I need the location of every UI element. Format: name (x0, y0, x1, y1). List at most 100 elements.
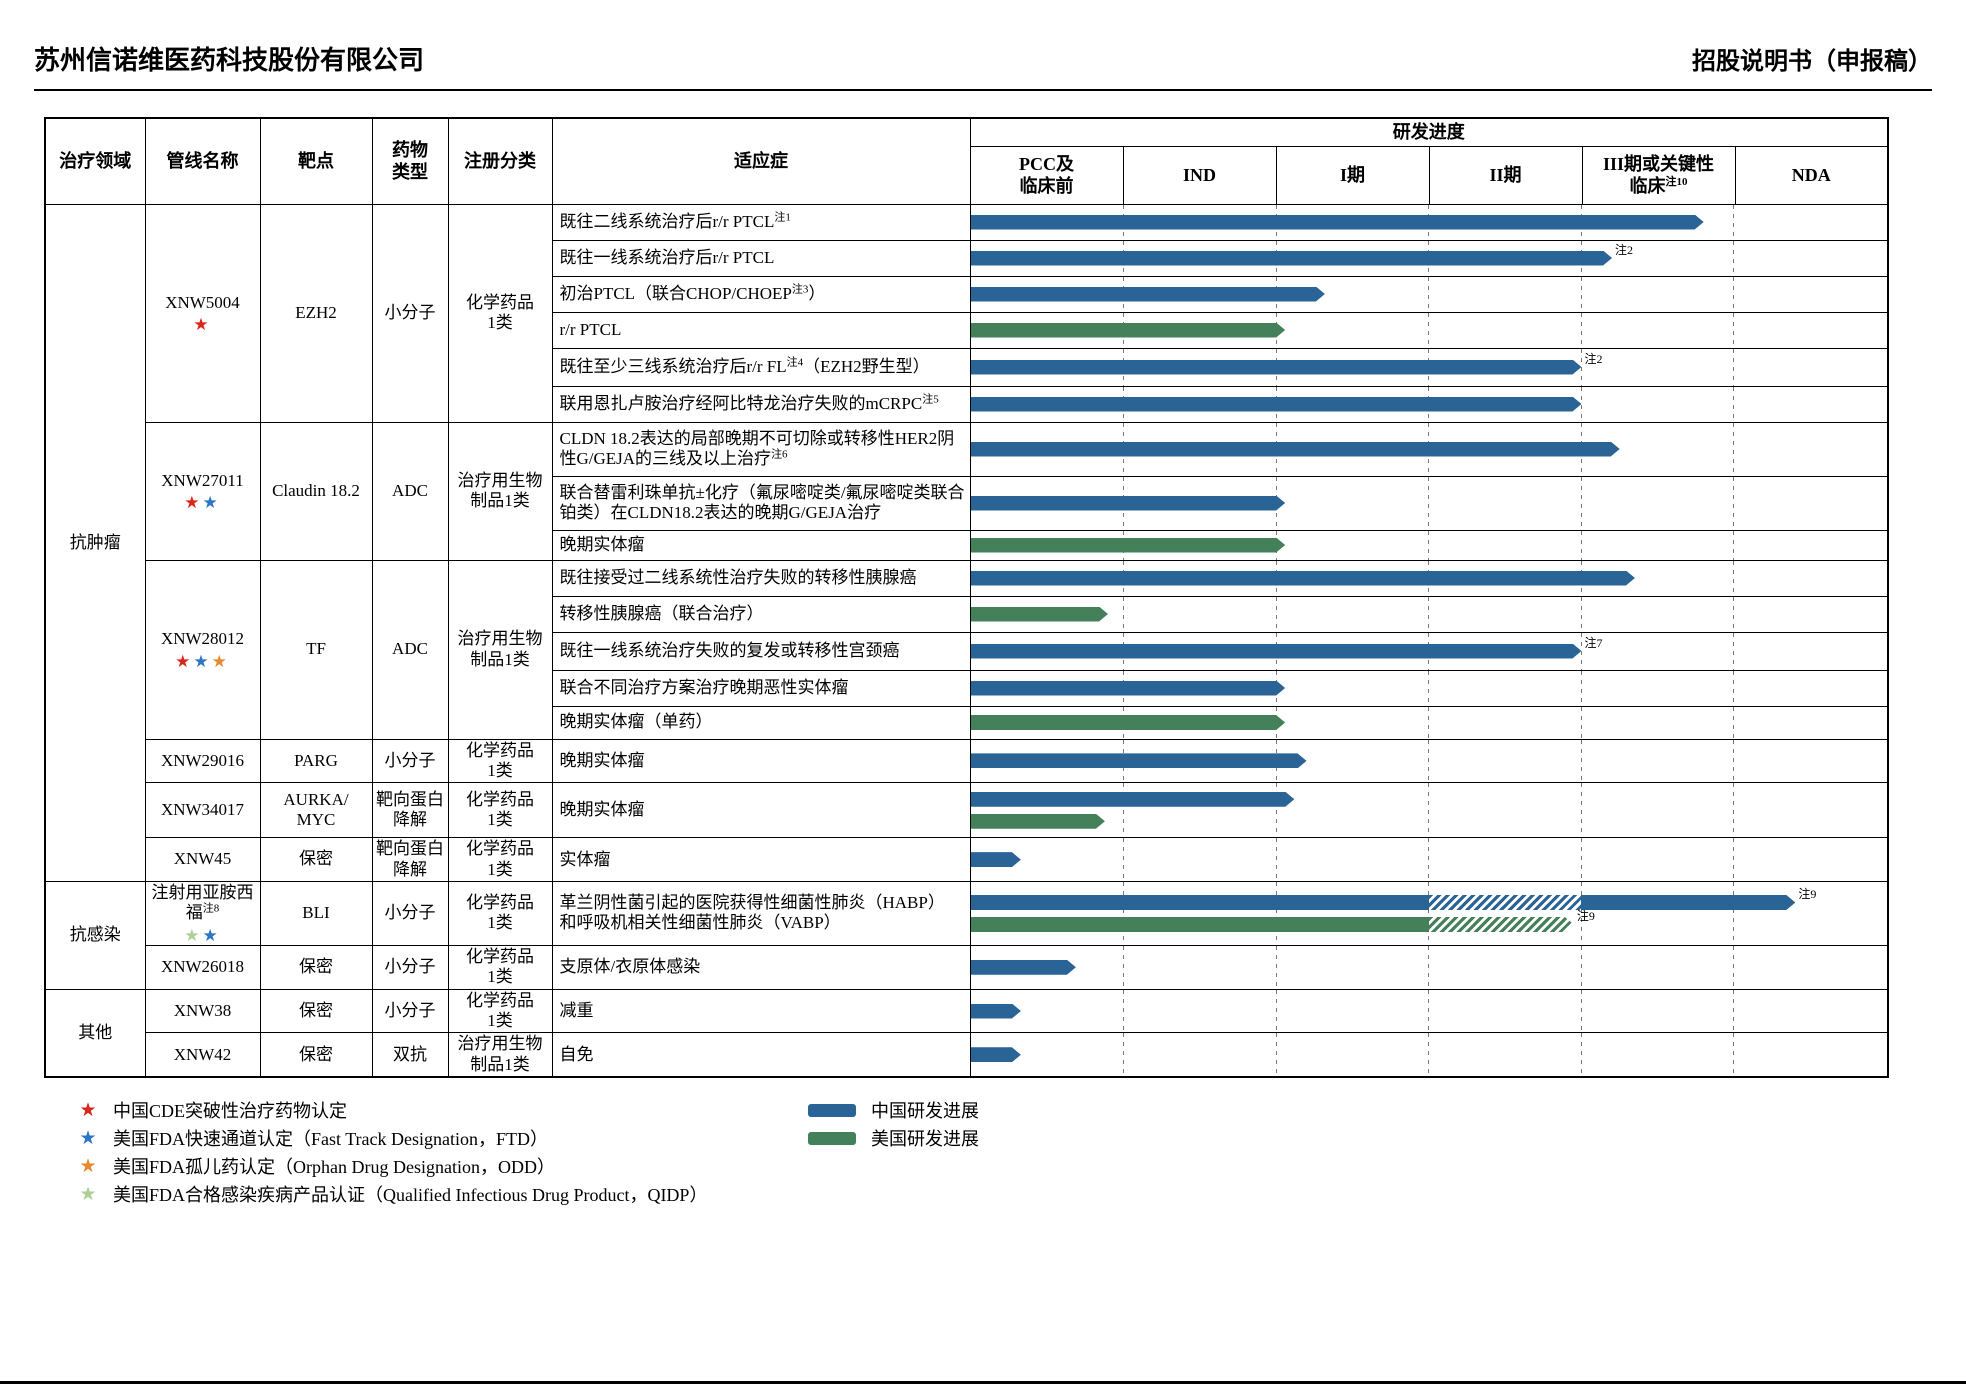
bar-segment-solid (971, 753, 1307, 768)
pipeline-row: 初治PTCL（联合CHOP/CHOEP注3） (45, 275, 1889, 313)
progress-bar-shape (971, 360, 1582, 375)
progress-cell: 注9 注9 (969, 881, 1889, 946)
pipeline-name: XNW45 (173, 849, 232, 869)
col-header-reg-class: 注册分类 (447, 117, 553, 205)
progress-track (971, 838, 1888, 881)
legend-item: ★ 中国CDE突破性治疗药物认定 (78, 1100, 1966, 1122)
indication-cell: 革兰阴性菌引起的医院获得性细菌性肺炎（HABP） 和呼吸机相关性细菌性肺炎（VA… (551, 881, 971, 946)
reg-class-cell: 治疗用生物 制品1类 (447, 421, 553, 561)
therapy-area-cell: 抗肿瘤 (44, 203, 146, 883)
china-progress-bar (971, 397, 1888, 412)
bar-segment-solid (971, 644, 1582, 659)
legend-item: 中国研发进展 (808, 1100, 979, 1121)
progress-bar-shape (971, 1004, 1021, 1019)
pipeline-name-cell: XNW34017 (144, 782, 261, 839)
indication-cell: 既往二线系统治疗后r/r PTCL注1 (551, 203, 971, 241)
pipeline-row: 既往一线系统治疗后r/r PTCL 注2 (45, 239, 1889, 277)
progress-cell (969, 559, 1889, 597)
reg-class-cell: 化学药品 1类 (447, 988, 553, 1034)
china-progress-bar (971, 215, 1888, 230)
indication-cell: 联合不同治疗方案治疗晚期恶性实体瘤 (551, 669, 971, 707)
pipeline-name: XNW34017 (160, 800, 245, 820)
bar-segment-solid (971, 1004, 1021, 1019)
indication-cell: CLDN 18.2表达的局部晚期不可切除或转移性HER2阴性G/GEJA的三线及… (551, 421, 971, 477)
star-icon: ★ (79, 1127, 97, 1149)
pipeline-row: 联用恩扎卢胺治疗经阿比特龙治疗失败的mCRPC注5 (45, 385, 1889, 423)
bar-segment-hatched (1429, 917, 1574, 932)
bar-segment-solid (971, 287, 1325, 302)
pipeline-stars: ★ (149, 316, 257, 333)
legend-label: 美国FDA合格感染疾病产品认证（Qualified Infectious Dru… (113, 1185, 708, 1206)
progress-bar-shape (971, 323, 1286, 338)
target-cell: BLI (259, 881, 373, 946)
china-progress-bar: 注9 (971, 887, 1888, 910)
progress-bar-shape (971, 960, 1076, 975)
indication-cell: 晚期实体瘤 (551, 529, 971, 561)
pipeline-row: 抗感染 注射用亚胺西福注8 ★★ BLI 小分子 化学药品 1类 革兰阴性菌引起的医院获得性… (44, 881, 1889, 990)
drug-type-cell: 靶向蛋白 降解 (371, 837, 449, 883)
reg-class-cell: 治疗用生物 制品1类 (447, 1032, 553, 1078)
pipeline-row: XNW45 保密 靶向蛋白 降解 化学药品 1类 实体瘤 (45, 837, 1889, 883)
bar-segment-solid (971, 681, 1286, 696)
col-header-pipeline: 管线名称 (144, 117, 261, 205)
progress-cell (969, 837, 1889, 883)
pipeline-name: XNW27011 (161, 470, 244, 490)
bar-segment-solid (971, 442, 1620, 457)
pipeline-row: 联合替雷利珠单抗±化疗（氟尿嘧啶类/氟尿嘧啶类联合铂类）在CLDN18.2表达的… (45, 475, 1889, 531)
stage-header-phase3-note: 注10 (1665, 176, 1688, 188)
stage-header-phase1: I期 (1275, 145, 1430, 205)
legend-label: 中国CDE突破性治疗药物认定 (113, 1101, 347, 1122)
indication-cell: 初治PTCL（联合CHOP/CHOEP注3） (551, 275, 971, 313)
pipeline-name: 注射用亚胺西福注8 (151, 883, 254, 923)
progress-track (971, 531, 1888, 560)
china-progress-bar (971, 496, 1888, 511)
pipeline-row: XNW27011 ★★ Claudin 18.2 ADC 治疗用生物 制品1类 CLDN … (45, 421, 1889, 561)
china-progress-bar: 注7 (971, 636, 1888, 659)
header-row-stages: PCC及 临床前 IND I期 II期 III期或关键性 临床注10 NDA (45, 145, 1889, 205)
indication-cell: 既往接受过二线系统性治疗失败的转移性胰腺癌 (551, 559, 971, 597)
progress-track: 注7 (971, 633, 1888, 670)
pipeline-stars: ★★★ (149, 653, 257, 670)
bar-segment-solid (971, 607, 1108, 622)
bar-segment-solid (971, 571, 1635, 586)
pipeline-name-cell: XNW29016 (144, 738, 261, 784)
bar-segment-solid (1581, 895, 1795, 910)
reg-class-cell: 治疗用生物 制品1类 (447, 559, 553, 740)
us-progress-bar (971, 607, 1888, 622)
drug-type-cell: 小分子 (371, 738, 449, 784)
progress-track (971, 423, 1888, 476)
indication-cell: 晚期实体瘤 (551, 782, 971, 839)
legend-item: 美国研发进展 (808, 1128, 979, 1149)
progress-bar-shape (971, 287, 1325, 302)
target-cell: AURKA/ MYC (259, 782, 373, 839)
stage-header-pcc: PCC及 临床前 (969, 145, 1124, 205)
progress-bar-shape (971, 496, 1286, 511)
china-progress-bar (971, 792, 1888, 807)
red-star-icon: ★ (184, 493, 203, 513)
progress-bar-shape (971, 571, 1635, 586)
bar-segment-solid (971, 895, 1429, 910)
therapy-area-cell: 抗感染 (44, 881, 146, 990)
progress-bar-shape (971, 681, 1286, 696)
drug-type-cell: 小分子 (371, 988, 449, 1034)
pipeline-name: XNW29016 (160, 750, 245, 770)
pipeline-table-body: 抗肿瘤 XNW5004 ★ EZH2 小分子 化学药品 1类 既往二线系统治疗后r/r PT… (44, 203, 1889, 1078)
indication-cell: 既往至少三线系统治疗后r/r FL注4（EZH2野生型） (551, 347, 971, 387)
indication-cell: 自免 (551, 1032, 971, 1078)
bar-segment-hatched (1429, 895, 1582, 910)
legend-stars: ★ 中国CDE突破性治疗药物认定 ★ 美国FDA快速通道认定（Fast Trac… (78, 1100, 1966, 1206)
pipeline-stars: ★★ (149, 927, 257, 944)
progress-track (971, 671, 1888, 706)
drug-type-cell: 双抗 (371, 1032, 449, 1078)
pipeline-name-cell: XNW27011 ★★ (144, 421, 261, 561)
progress-track (971, 387, 1888, 422)
pipeline-row: r/r PTCL (45, 311, 1889, 349)
col-header-progress: 研发进度 (969, 117, 1889, 147)
indication-cell: 晚期实体瘤 (551, 738, 971, 784)
progress-cell (969, 944, 1889, 990)
target-cell: 保密 (259, 1032, 373, 1078)
stage-header-nda: NDA (1734, 145, 1889, 205)
target-cell: 保密 (259, 837, 373, 883)
progress-cell (969, 988, 1889, 1034)
col-header-indication: 适应症 (551, 117, 971, 205)
